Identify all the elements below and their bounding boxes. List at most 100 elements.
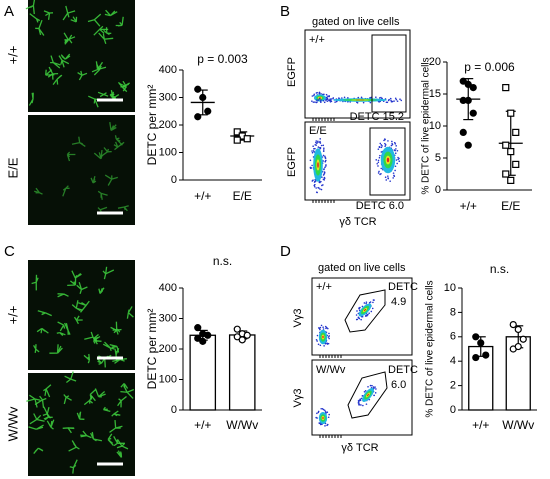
flow-y-label: EGFP [286, 57, 298, 87]
event [372, 301, 374, 304]
event [377, 148, 380, 150]
layout [25, 0, 413, 476]
event [319, 328, 321, 331]
event [328, 332, 330, 335]
event [379, 154, 381, 157]
bar [228, 334, 256, 411]
panel-label: A [4, 3, 14, 20]
cell [47, 66, 59, 80]
event [318, 187, 320, 189]
event [322, 144, 325, 147]
event [384, 144, 387, 146]
event [386, 101, 389, 104]
cell [70, 16, 78, 23]
point [464, 96, 472, 105]
cell [90, 431, 103, 442]
point [459, 77, 467, 85]
event [325, 93, 328, 96]
point [194, 334, 202, 342]
event [377, 165, 379, 167]
x-tick-label: +/+ [460, 199, 477, 213]
event [326, 411, 329, 414]
cell [50, 55, 61, 69]
event [324, 325, 327, 328]
event [392, 172, 395, 174]
event [385, 179, 388, 181]
event [393, 175, 396, 178]
event [365, 314, 367, 317]
event [391, 100, 394, 103]
gate-value: 4.9 [391, 296, 406, 308]
y-tick-label: 200 [159, 343, 177, 355]
event [317, 411, 320, 414]
event [362, 101, 365, 104]
cell [28, 92, 34, 106]
event [316, 340, 318, 342]
flow-y-label: Vγ3 [292, 309, 304, 328]
event [394, 152, 397, 155]
event [324, 155, 326, 158]
event [394, 149, 396, 152]
event [377, 172, 380, 174]
event [327, 342, 330, 345]
event [364, 389, 367, 392]
cell [83, 353, 91, 364]
event [380, 172, 382, 175]
cell [57, 321, 66, 332]
point [233, 325, 241, 333]
event [358, 404, 361, 406]
event [332, 97, 335, 99]
event [311, 150, 313, 152]
event [393, 100, 395, 102]
event [319, 344, 322, 347]
cell [104, 9, 118, 17]
event [324, 425, 326, 427]
event [318, 97, 321, 100]
gate [344, 289, 386, 333]
cell [103, 27, 112, 36]
event [327, 416, 330, 419]
event [315, 338, 318, 341]
x-tick-label: +/+ [472, 418, 489, 432]
event [322, 178, 325, 181]
cell [93, 333, 99, 343]
event [374, 386, 376, 388]
y-axis-label: DETC per mm² [145, 309, 159, 390]
event [378, 145, 381, 148]
event [316, 334, 319, 337]
event [314, 144, 317, 146]
point [502, 141, 510, 149]
cell [73, 315, 83, 325]
cell [29, 13, 41, 23]
event [378, 97, 381, 99]
event [389, 97, 392, 100]
y-axis-label: % DETC of live epidermal cells [421, 57, 432, 194]
cell [107, 433, 114, 447]
cell [52, 74, 63, 85]
event [323, 93, 325, 96]
event [368, 312, 370, 315]
cell [71, 136, 86, 147]
event [379, 142, 382, 145]
gate-value: 6.0 [391, 379, 406, 391]
cell [77, 70, 88, 81]
cell [71, 300, 83, 312]
event [321, 408, 324, 410]
event [319, 100, 322, 102]
y-tick-label: 2 [450, 380, 456, 392]
event [394, 97, 397, 100]
event [322, 160, 324, 162]
point [472, 333, 480, 341]
cell [26, 394, 41, 408]
event [358, 317, 361, 320]
event [309, 159, 312, 162]
event [324, 409, 326, 412]
event [347, 97, 349, 99]
event [395, 159, 398, 161]
cell [64, 34, 76, 44]
event [378, 156, 381, 159]
event [320, 188, 323, 191]
event [391, 142, 393, 145]
cell [57, 293, 69, 298]
